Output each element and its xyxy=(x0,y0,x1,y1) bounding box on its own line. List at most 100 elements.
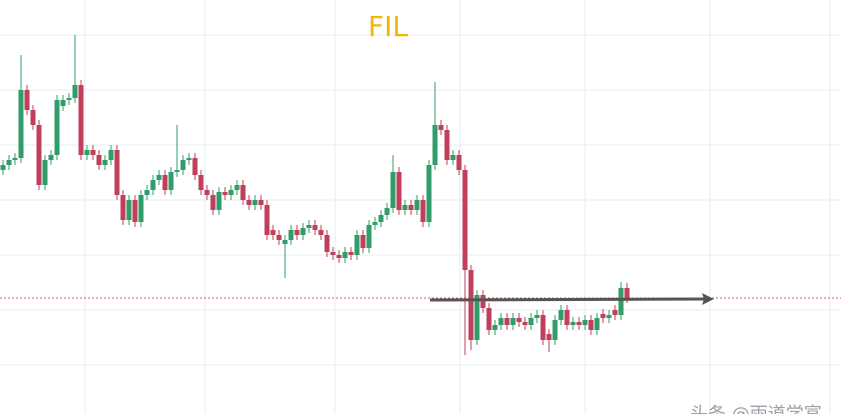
watermark: 头条 @雨道学富 xyxy=(690,404,822,414)
candle-body xyxy=(114,150,120,195)
candle-body xyxy=(354,235,360,255)
candle-body xyxy=(294,230,300,235)
chart-title: FIL xyxy=(368,10,408,43)
candle-body xyxy=(516,318,522,322)
candle-body xyxy=(126,200,132,220)
candle-body xyxy=(150,180,156,190)
candle-body xyxy=(48,155,54,160)
candle-body xyxy=(366,225,372,248)
candle-body xyxy=(66,98,72,100)
candle-body xyxy=(300,228,306,235)
candle-body xyxy=(210,195,216,210)
candle-body xyxy=(450,155,456,160)
candle-body xyxy=(606,315,612,318)
candle-body xyxy=(600,314,606,318)
candle-body xyxy=(540,315,546,340)
candle-body xyxy=(342,252,348,258)
candle-body xyxy=(378,215,384,222)
candle-body xyxy=(402,205,408,210)
candle-body xyxy=(0,165,6,170)
candle-body xyxy=(474,295,480,340)
candle-body xyxy=(60,100,66,106)
candle-body xyxy=(78,85,84,155)
candle-body xyxy=(360,235,366,248)
candle-body xyxy=(624,288,630,298)
candle-body xyxy=(582,320,588,325)
candle-body xyxy=(504,318,510,325)
candle-body xyxy=(30,110,36,125)
candle-body xyxy=(480,295,486,308)
candle-body xyxy=(36,125,42,185)
candle-body xyxy=(312,225,318,230)
candle-body xyxy=(546,334,552,340)
candle-body xyxy=(246,200,252,205)
candle-body xyxy=(6,160,12,165)
candle-body xyxy=(54,100,60,155)
candle-body xyxy=(492,325,498,330)
candle-body xyxy=(264,205,270,235)
candle-body xyxy=(108,150,114,160)
candle-body xyxy=(408,205,414,210)
candle-body xyxy=(330,252,336,255)
candle-body xyxy=(456,155,462,170)
candle-body xyxy=(156,175,162,180)
candle-body xyxy=(432,125,438,165)
candle-body xyxy=(486,308,492,330)
candle-body xyxy=(552,320,558,340)
candle-body xyxy=(24,90,30,110)
candle-body xyxy=(282,240,288,244)
candle-body xyxy=(522,322,528,325)
candle-body xyxy=(438,125,444,130)
candle-body xyxy=(276,235,282,240)
candle-body xyxy=(192,158,198,175)
candle-body xyxy=(594,318,600,330)
candle-body xyxy=(318,230,324,235)
candle-body xyxy=(324,235,330,252)
candle-body xyxy=(306,225,312,228)
arrow xyxy=(429,293,714,305)
candle-body xyxy=(396,172,402,210)
candle-body xyxy=(612,310,618,315)
candle-body xyxy=(576,322,582,325)
candle-body xyxy=(420,200,426,222)
candle-body xyxy=(228,190,234,195)
candle-body xyxy=(252,200,258,205)
candle-body xyxy=(222,192,228,195)
candle-body xyxy=(270,230,276,235)
candle-body xyxy=(72,85,78,98)
candle-body xyxy=(12,158,18,160)
candle-body xyxy=(90,150,96,155)
candle-body xyxy=(588,320,594,330)
candle-body xyxy=(558,310,564,320)
candle-body xyxy=(240,185,246,200)
candle-body xyxy=(102,160,108,165)
candle-body xyxy=(570,322,576,325)
candle-body xyxy=(468,270,474,340)
candle-body xyxy=(498,318,504,325)
candle-body xyxy=(186,158,192,160)
candle-body xyxy=(258,200,264,205)
candle-body xyxy=(18,90,24,158)
candle-body xyxy=(384,208,390,215)
candle-body xyxy=(216,192,222,210)
candle-body xyxy=(618,288,624,315)
candle-body xyxy=(168,172,174,190)
candle-body xyxy=(96,155,102,165)
candle-body xyxy=(528,318,534,325)
candle-body xyxy=(234,185,240,190)
candle-body xyxy=(564,310,570,325)
candle-body xyxy=(510,318,516,325)
candle-body xyxy=(462,170,468,270)
candles xyxy=(0,35,841,355)
candle-body xyxy=(180,160,186,170)
candle-body xyxy=(444,130,450,160)
candle-body xyxy=(144,190,150,195)
candle-body xyxy=(414,200,420,210)
candle-body xyxy=(348,252,354,255)
candle-body xyxy=(426,165,432,222)
candle-body xyxy=(198,175,204,190)
candle-body xyxy=(84,150,90,155)
candle-body xyxy=(534,315,540,318)
candle-body xyxy=(132,200,138,222)
